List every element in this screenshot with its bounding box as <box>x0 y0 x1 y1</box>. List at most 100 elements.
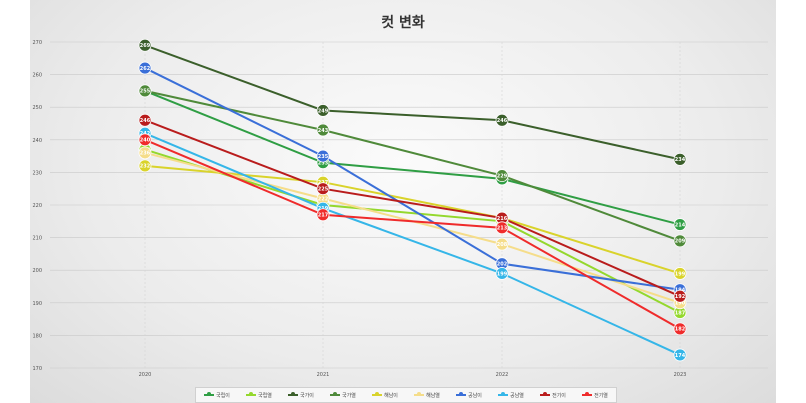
data-point <box>495 169 509 183</box>
y-tick-label: 270 <box>32 40 42 46</box>
data-point <box>138 61 152 75</box>
data-label: 187 <box>675 310 686 316</box>
chart-legend: 국립이 국립열 국가이 국가열 해남이 해남열 공남이 공남열 전기이 전기열 <box>195 387 617 403</box>
legend-swatch <box>204 392 215 396</box>
legend-item: 국가열 <box>330 392 356 399</box>
legend-item: 해남열 <box>414 392 440 399</box>
y-tick-label: 170 <box>32 366 42 372</box>
data-label: 225 <box>318 187 329 193</box>
data-point <box>495 267 509 280</box>
data-point <box>138 146 152 160</box>
series-line-3 <box>144 44 681 161</box>
data-label: 214 <box>675 222 686 228</box>
legend-item: 전기열 <box>582 392 608 399</box>
data-point <box>495 113 509 127</box>
data-point <box>316 208 330 222</box>
legend-label: 국가열 <box>342 392 356 399</box>
y-tick-label: 200 <box>32 268 42 274</box>
data-label: 233 <box>318 160 329 166</box>
legend-swatch <box>246 392 257 396</box>
data-label: 209 <box>675 239 686 245</box>
data-point <box>316 149 330 163</box>
data-label: 249 <box>318 108 329 114</box>
data-point <box>673 322 687 336</box>
data-point <box>673 234 687 248</box>
series-line-4 <box>144 89 681 242</box>
x-tick-label: 2021 <box>317 372 330 378</box>
data-point <box>316 123 330 137</box>
legend-label: 전기열 <box>594 392 608 399</box>
legend-item: 전기이 <box>540 392 566 399</box>
legend-item: 해남이 <box>372 392 398 399</box>
legend-label: 국가이 <box>300 392 314 399</box>
data-point <box>316 182 330 196</box>
y-tick-label: 180 <box>32 333 42 339</box>
legend-label: 해남이 <box>384 392 398 399</box>
series-line-1 <box>144 89 681 226</box>
series-line-7 <box>144 67 681 291</box>
y-tick-label: 250 <box>32 105 42 111</box>
data-label: 229 <box>497 173 508 179</box>
series-line-8 <box>144 132 681 356</box>
data-label: 217 <box>318 213 329 219</box>
data-label: 236 <box>140 151 151 157</box>
data-label: 255 <box>140 89 151 95</box>
y-tick-label: 190 <box>32 301 42 307</box>
data-point <box>673 289 687 303</box>
data-point <box>138 113 152 127</box>
legend-swatch <box>414 392 425 396</box>
legend-swatch <box>582 392 593 396</box>
legend-item: 국립열 <box>246 392 272 399</box>
x-tick-label: 2020 <box>139 372 152 378</box>
legend-label: 공남열 <box>510 392 524 399</box>
legend-swatch <box>372 392 383 396</box>
legend-item: 국립이 <box>204 392 230 399</box>
legend-label: 국립이 <box>216 392 230 399</box>
data-label: 243 <box>318 128 329 134</box>
data-label: 182 <box>675 327 686 333</box>
data-point <box>673 267 687 280</box>
data-label: 246 <box>497 118 508 124</box>
data-point <box>673 218 687 231</box>
legend-swatch <box>540 392 551 396</box>
data-point <box>673 152 687 166</box>
y-tick-label: 220 <box>32 203 42 209</box>
y-tick-label: 230 <box>32 170 42 176</box>
series-line-10 <box>144 138 681 330</box>
series-line-9 <box>144 119 681 298</box>
series-line-5 <box>144 164 681 275</box>
data-label: 190 <box>675 301 686 307</box>
data-point <box>495 237 509 251</box>
data-point <box>138 84 152 98</box>
data-point <box>495 221 509 235</box>
legend-item: 공남열 <box>498 392 524 399</box>
y-tick-label: 260 <box>32 73 42 79</box>
data-label: 222 <box>318 196 329 202</box>
data-label: 216 <box>497 216 508 222</box>
legend-label: 공남이 <box>468 392 482 399</box>
data-label: 202 <box>497 261 508 267</box>
legend-swatch <box>330 392 341 396</box>
chart-title: 컷 변화 <box>381 15 425 31</box>
data-label: 199 <box>497 271 508 277</box>
legend-item: 국가이 <box>288 392 314 399</box>
data-label: 213 <box>497 226 508 232</box>
data-point <box>138 159 152 173</box>
data-label: 234 <box>675 157 686 163</box>
legend-swatch <box>456 392 467 396</box>
data-label: 192 <box>675 294 686 300</box>
legend-swatch <box>498 392 509 396</box>
legend-label: 해남열 <box>426 392 440 399</box>
data-label: 208 <box>497 242 508 248</box>
data-label: 235 <box>318 154 329 160</box>
x-tick-label: 2022 <box>496 372 509 378</box>
data-label: 174 <box>675 353 686 359</box>
legend-item: 공남이 <box>456 392 482 399</box>
legend-label: 전기이 <box>552 392 566 399</box>
data-label: 240 <box>140 138 151 144</box>
x-tick-label: 2023 <box>674 372 687 378</box>
data-point <box>138 38 152 52</box>
data-label: 246 <box>140 118 151 124</box>
data-point <box>673 348 687 362</box>
